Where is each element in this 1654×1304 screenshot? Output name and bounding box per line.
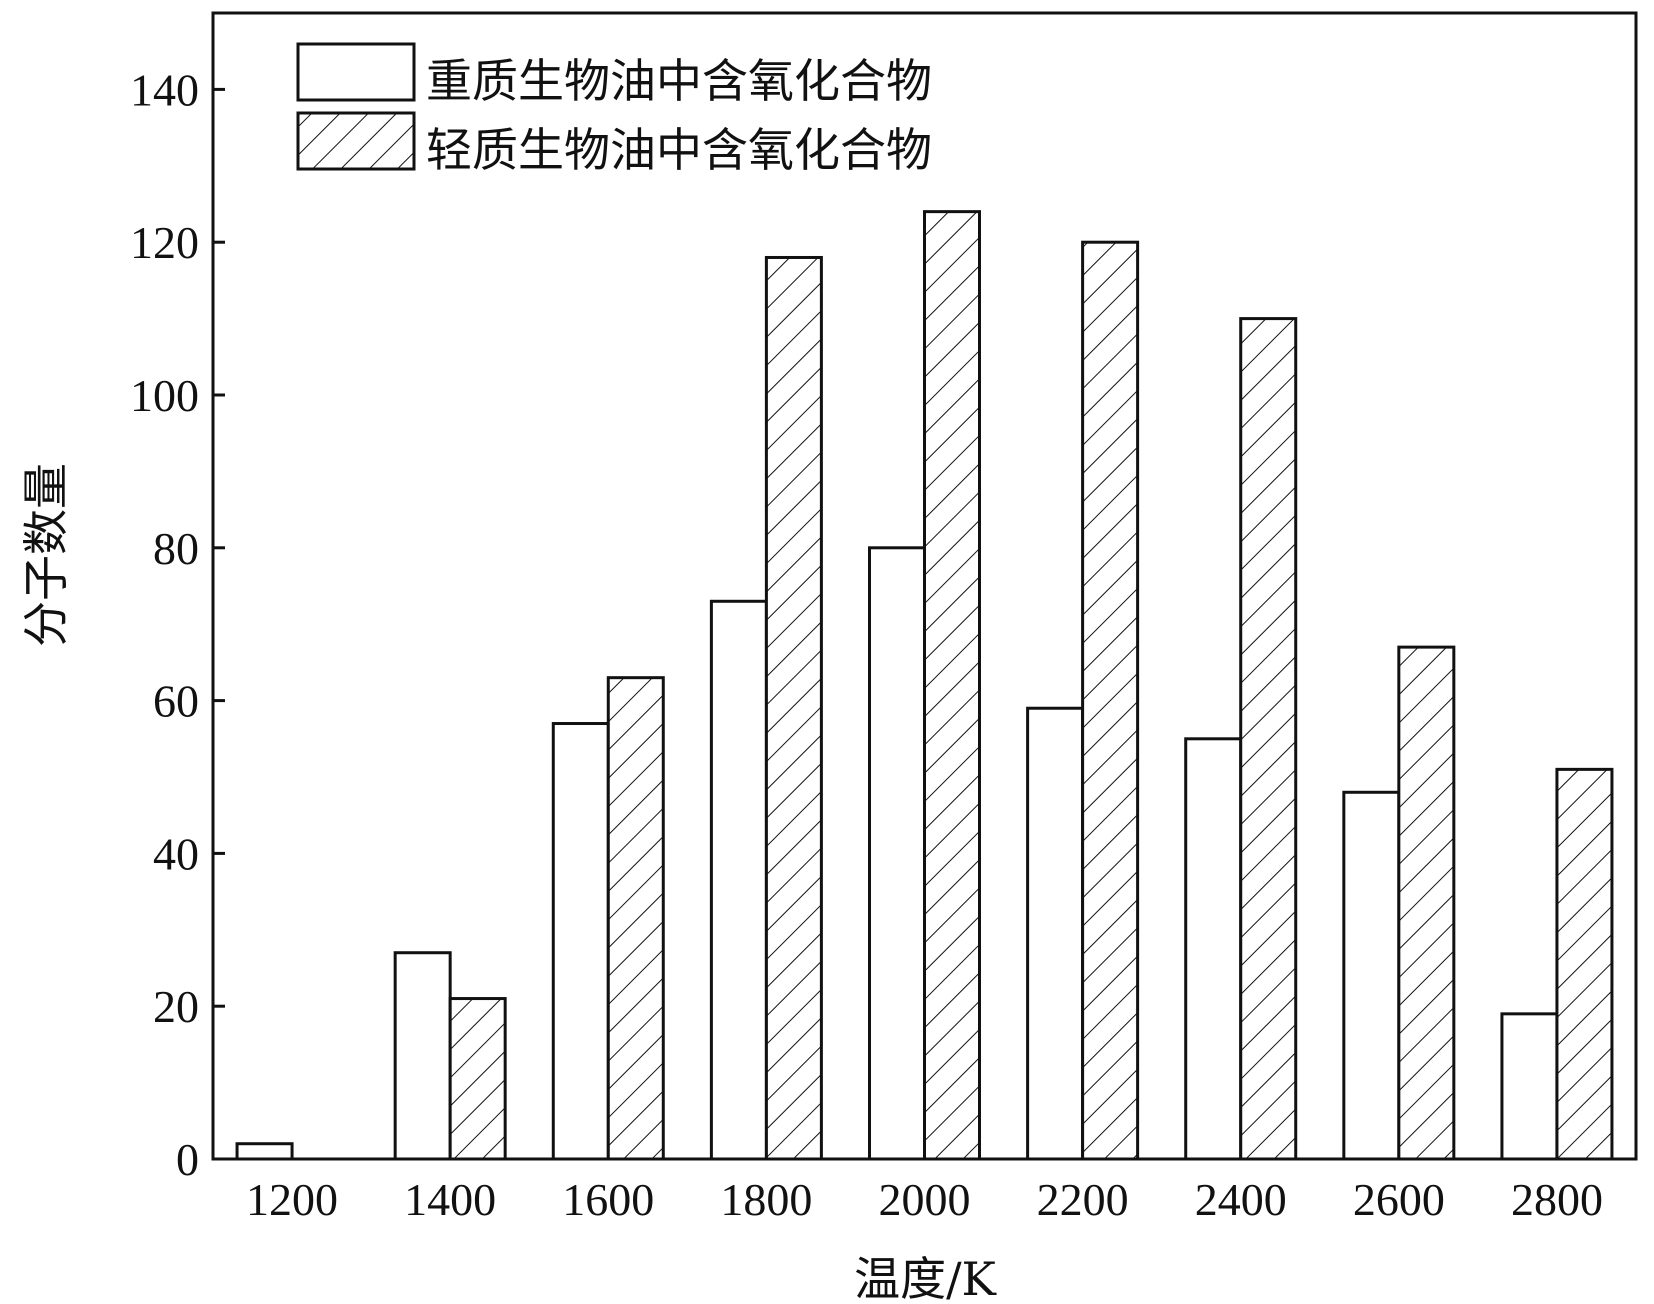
legend-label-heavy: 重质生物油中含氧化合物 <box>426 54 932 108</box>
y-tick-label-0: 0 <box>176 1134 199 1185</box>
bars-group <box>235 210 1614 1161</box>
bar-heavy-1400 <box>393 951 452 1161</box>
bar-heavy-1600 <box>551 722 610 1161</box>
x-tick-label-1800: 1800 <box>720 1174 812 1225</box>
bar-light-1400 <box>448 997 507 1161</box>
bar-heavy-2200 <box>1026 706 1085 1161</box>
legend-swatch-heavy <box>296 42 416 102</box>
x-tick-label-1200: 1200 <box>246 1174 338 1225</box>
x-tick-label-2000: 2000 <box>879 1174 971 1225</box>
legend: 重质生物油中含氧化合物 轻质生物油中含氧化合物 <box>296 42 932 177</box>
plot-frame <box>211 11 1638 1161</box>
y-tick-label-80: 80 <box>153 523 199 574</box>
y-axis: 0 20 40 60 80 100 120 140 <box>130 64 225 1185</box>
bar-light-2600 <box>1397 645 1456 1161</box>
bar-heavy-1800 <box>709 599 768 1161</box>
legend-swatch-light <box>296 111 416 171</box>
y-tick-label-20: 20 <box>153 981 199 1032</box>
y-tick-label-100: 100 <box>130 370 199 421</box>
bar-light-2000 <box>923 210 981 1161</box>
legend-label-light: 轻质生物油中含氧化合物 <box>426 123 932 177</box>
bar-light-1800 <box>764 255 823 1161</box>
bar-heavy-2800 <box>1500 1012 1559 1161</box>
x-tick-label-1600: 1600 <box>562 1174 654 1225</box>
bar-heavy-2600 <box>1342 790 1401 1161</box>
x-tick-label-2400: 2400 <box>1195 1174 1287 1225</box>
x-axis-title: 温度/K <box>854 1252 997 1304</box>
x-tick-label-2200: 2200 <box>1037 1174 1129 1225</box>
x-axis: 1200 1400 1600 1800 2000 2200 2400 2600 2800 <box>246 1174 1603 1225</box>
bar-light-2200 <box>1081 240 1140 1161</box>
y-tick-label-60: 60 <box>153 676 199 727</box>
x-tick-label-2600: 2600 <box>1353 1174 1445 1225</box>
y-tick-label-140: 140 <box>130 64 199 115</box>
y-axis-title: 分子数量 <box>19 463 73 647</box>
bar-heavy-2000 <box>868 546 926 1161</box>
bar-light-2400 <box>1239 317 1298 1161</box>
bar-heavy-1200 <box>235 1142 294 1161</box>
bar-heavy-2400 <box>1184 737 1243 1161</box>
x-tick-label-1400: 1400 <box>404 1174 496 1225</box>
bar-light-1600 <box>606 676 665 1161</box>
bar-light-2800 <box>1555 767 1614 1161</box>
x-tick-label-2800: 2800 <box>1511 1174 1603 1225</box>
y-tick-label-120: 120 <box>130 217 199 268</box>
y-tick-label-40: 40 <box>153 828 199 879</box>
